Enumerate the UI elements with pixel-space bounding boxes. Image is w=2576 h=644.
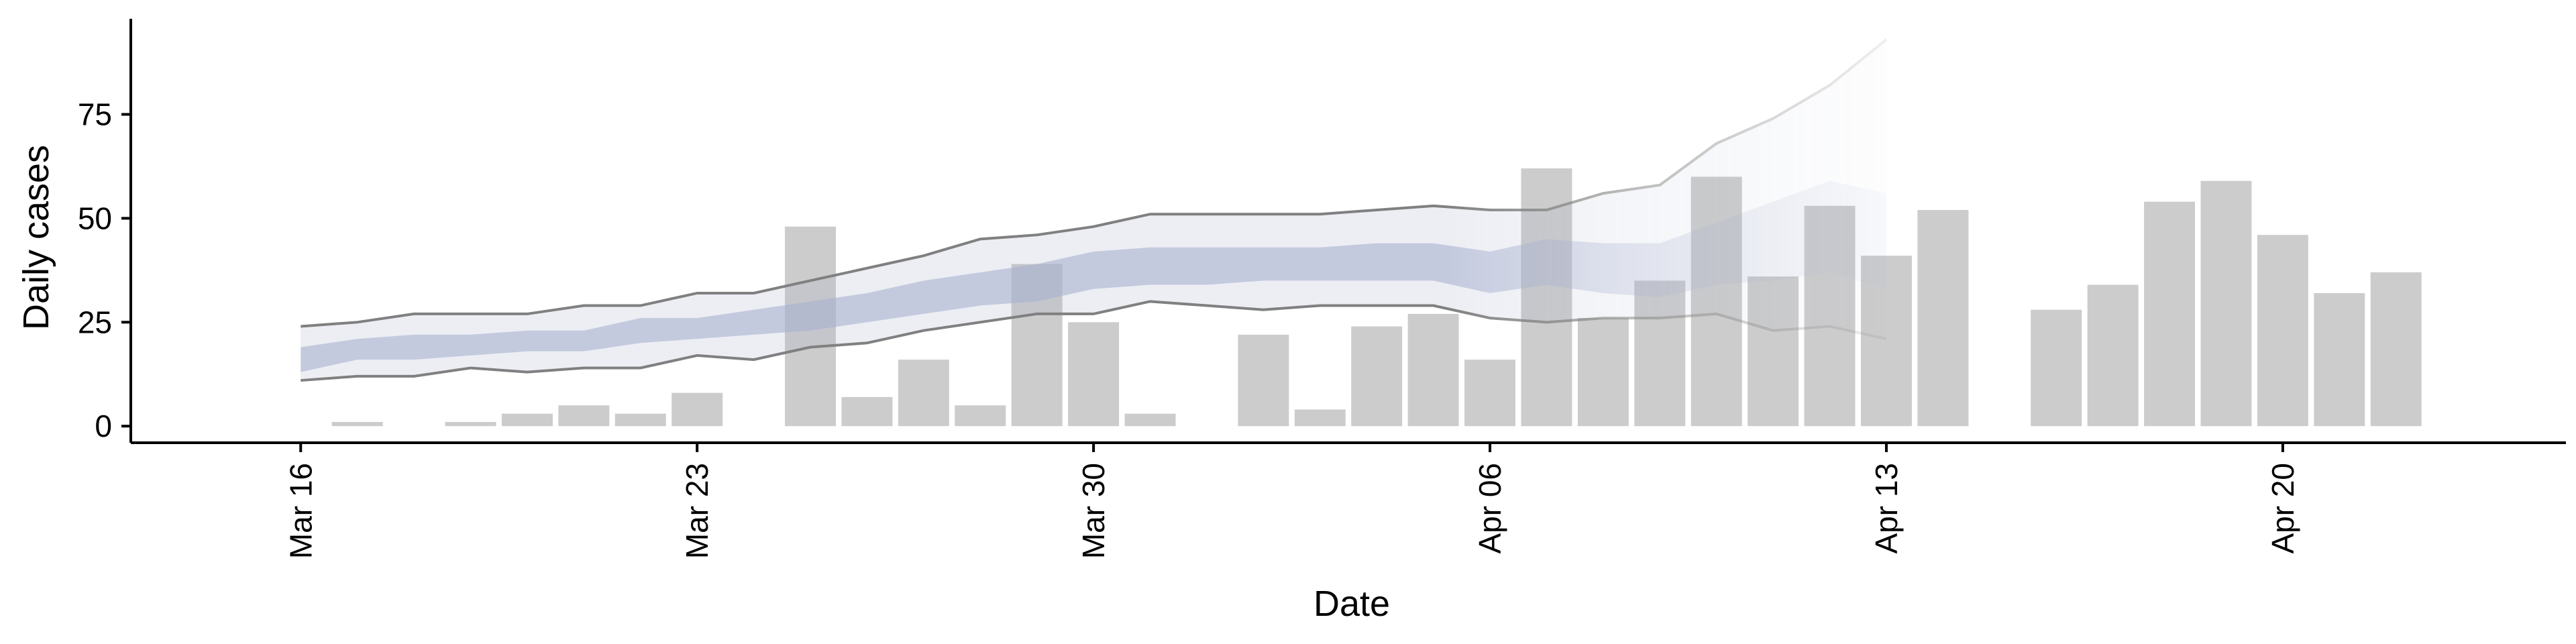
bar-2020-04-16 (2031, 309, 2082, 427)
y-tick-label-50: 50 (78, 201, 112, 235)
bar-2020-03-26 (841, 396, 893, 427)
x-axis-ticks: Mar 16 Mar 23 Mar 30 Apr 06 Apr 13 Apr 20 (283, 443, 2300, 559)
bar-2020-04-07 (1521, 168, 1572, 427)
bar-2020-03-20 (501, 413, 553, 427)
bar-2020-03-31 (1124, 413, 1176, 427)
bar-2020-04-03 (1294, 409, 1346, 427)
bar-2020-04-09 (1634, 280, 1686, 427)
bar-2020-04-04 (1351, 326, 1403, 427)
bar-2020-04-02 (1238, 334, 1289, 427)
y-tick-label-0: 0 (95, 409, 112, 443)
bar-2020-04-05 (1407, 313, 1459, 427)
estimate-ribbon-layer (301, 38, 1888, 382)
bar-2020-03-17 (331, 422, 383, 427)
bar-2020-04-21 (2314, 292, 2365, 427)
bar-2020-04-20 (2257, 235, 2308, 427)
bar-2020-04-19 (2200, 180, 2252, 427)
y-axis-ticks: 0 25 50 75 (78, 97, 131, 443)
bar-2020-04-14 (1917, 210, 1969, 427)
bar-2020-04-08 (1577, 318, 1629, 427)
upper-interval-line (301, 38, 1888, 328)
x-tick-label-2020-03-23: Mar 23 (680, 463, 714, 559)
bar-2020-03-28 (955, 405, 1006, 427)
y-tick-label-25: 25 (78, 305, 112, 339)
bar-2020-03-19 (445, 422, 496, 427)
y-axis-title: Daily cases (16, 145, 56, 330)
bar-2020-03-23 (672, 392, 723, 427)
x-tick-label-2020-04-20: Apr 20 (2265, 463, 2300, 554)
lower-interval-line (301, 300, 1887, 382)
x-tick-label-2020-04-13: Apr 13 (1869, 463, 1904, 554)
bar-2020-04-06 (1464, 360, 1516, 427)
x-tick-label-2020-03-16: Mar 16 (283, 463, 318, 559)
bar-2020-04-22 (2370, 272, 2422, 427)
y-tick-label-75: 75 (78, 97, 112, 132)
outer-interval-band (301, 39, 1886, 381)
bar-2020-04-11 (1748, 276, 1799, 427)
bar-2020-03-21 (558, 405, 610, 427)
bar-2020-04-17 (2087, 284, 2139, 427)
x-tick-label-2020-03-30: Mar 30 (1076, 463, 1111, 559)
inner-interval-band (301, 180, 1886, 372)
bar-2020-03-30 (1068, 322, 1120, 427)
x-tick-label-2020-04-06: Apr 06 (1472, 463, 1507, 554)
bar-2020-03-22 (614, 413, 666, 427)
bar-2020-03-27 (898, 360, 949, 427)
x-axis-title: Date (1313, 584, 1390, 624)
bar-2020-04-18 (2144, 201, 2196, 427)
